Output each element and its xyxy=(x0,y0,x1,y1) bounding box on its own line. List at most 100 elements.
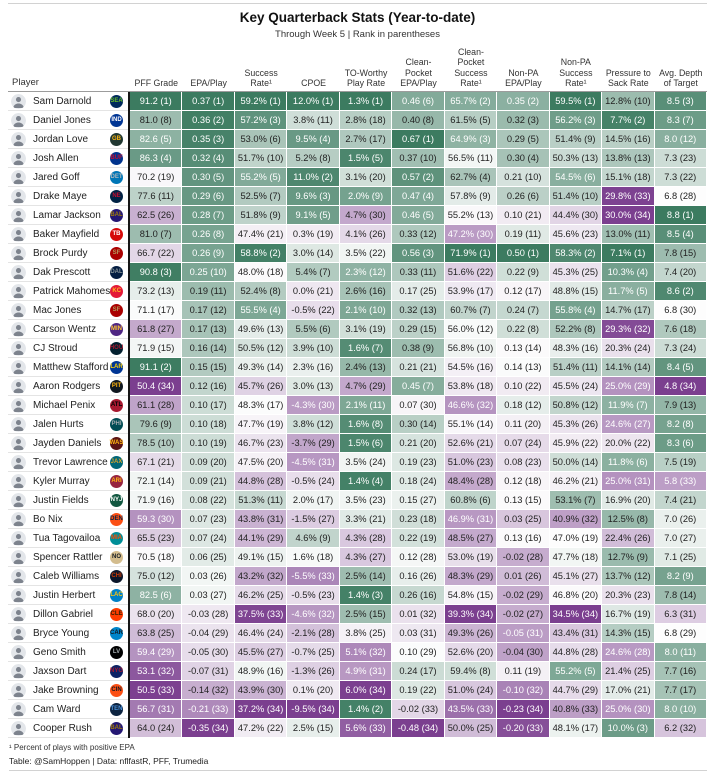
stat-cell: 0.30 (5) xyxy=(182,168,235,188)
stat-cell: 65.7% (2) xyxy=(444,92,498,112)
stat-cell: 49.1% (15) xyxy=(234,548,288,568)
stat-cell: 44.8% (28) xyxy=(549,643,603,663)
team-logo-icon: CIN xyxy=(110,683,123,697)
stat-cell: 0.07 (24) xyxy=(182,529,235,549)
table-row: Jake Browning CIN 50.5 (33) -0.14 (32) 43.9%… xyxy=(8,681,707,701)
player-name: Dillon Gabriel xyxy=(33,608,94,620)
player-name: Drake Maye xyxy=(33,190,87,202)
stat-cell: 64.0 (24) xyxy=(130,719,183,739)
stat-cell: -0.02 (33) xyxy=(392,700,445,720)
stat-cell: 55.1% (14) xyxy=(444,415,498,435)
stat-cell: 7.8 (15) xyxy=(654,244,707,264)
stat-cell: 14.7% (17) xyxy=(602,301,655,321)
player-cell: Geno Smith LV xyxy=(8,643,128,663)
player-cell: Patrick Mahomes KC xyxy=(8,282,128,302)
stat-cell: 46.8% (20) xyxy=(549,586,603,606)
table-row: Sam Darnold SEA 91.2 (1) 0.37 (1) 59.2% (1) 1… xyxy=(8,92,707,112)
stat-cells: 71.9 (16) 0.08 (22) 51.3% (11) 2.0% (17) 3.5… xyxy=(128,491,707,511)
stat-cell: 0.0% (21) xyxy=(287,282,340,302)
team-logo-icon: PIT xyxy=(110,379,123,393)
stat-cell: 5.2% (8) xyxy=(287,149,340,169)
stat-cell: -3.7% (29) xyxy=(287,434,340,454)
stat-cell: 0.09 (21) xyxy=(182,472,235,492)
stat-cell: 57.2% (3) xyxy=(234,111,288,131)
stat-cell: 7.7 (16) xyxy=(654,662,707,682)
stat-cell: 0.26 (8) xyxy=(182,225,235,245)
player-headshot-icon xyxy=(11,416,26,432)
stat-cell: 73.2 (13) xyxy=(130,282,183,302)
player-cell: Bo Nix DEN xyxy=(8,510,128,530)
stat-cell: 53.8% (18) xyxy=(444,377,498,397)
stat-cell: -0.35 (34) xyxy=(182,719,235,739)
stat-cell: -0.05 (30) xyxy=(182,643,235,663)
column-header: Clean-Pocket EPA/Play xyxy=(400,57,437,88)
stat-cell: 47.7% (19) xyxy=(234,415,288,435)
stat-cell: 67.1 (21) xyxy=(130,453,183,473)
stat-cell: 56.8% (10) xyxy=(444,339,498,359)
stat-cell: 61.8 (27) xyxy=(130,320,183,340)
stat-cell: 12.0% (1) xyxy=(287,92,340,112)
stat-cell: 51.3% (11) xyxy=(234,491,288,511)
stat-cell: 0.35 (3) xyxy=(182,130,235,150)
team-logo-icon: DEN xyxy=(110,512,123,526)
player-headshot-icon xyxy=(11,435,26,451)
stat-cell: 7.9 (13) xyxy=(654,396,707,416)
stat-cell: 0.08 (22) xyxy=(182,491,235,511)
table-row: Baker Mayfield TB 81.0 (7) 0.26 (8) 47.4% (2… xyxy=(8,225,707,245)
stat-cell: 53.0% (19) xyxy=(444,548,498,568)
table-row: Kyler Murray ARI 72.1 (14) 0.09 (21) 44.8% (… xyxy=(8,472,707,492)
stat-cell: 0.38 (9) xyxy=(392,339,445,359)
stat-cells: 82.6 (5) 0.35 (3) 53.0% (6) 9.5% (4) 2.7% (1… xyxy=(128,130,707,150)
stat-cell: 22.4% (26) xyxy=(602,529,655,549)
stat-cells: 59.3 (30) 0.07 (23) 43.8% (31) -1.5% (27) 3.… xyxy=(128,510,707,530)
stat-cell: 46.2% (25) xyxy=(234,586,288,606)
stat-cell: -0.14 (32) xyxy=(182,681,235,701)
stat-cell: 8.0 (10) xyxy=(654,700,707,720)
stat-cell: 91.2 (1) xyxy=(130,92,183,112)
stat-cell: 62.7% (4) xyxy=(444,168,498,188)
player-cell: Kyler Murray ARI xyxy=(8,472,128,492)
stat-cell: 0.12 (18) xyxy=(497,472,550,492)
stat-cells: 77.6 (11) 0.29 (6) 52.5% (7) 9.6% (3) 2.0% (… xyxy=(128,187,707,207)
stat-cell: 49.3% (14) xyxy=(234,358,288,378)
stat-cell: 10.0% (3) xyxy=(602,719,655,739)
stat-cell: 7.4 (21) xyxy=(654,491,707,511)
player-headshot-icon xyxy=(11,492,26,508)
stat-cell: 7.6 (18) xyxy=(654,320,707,340)
stat-cell: 61.5% (5) xyxy=(444,111,498,131)
stat-cell: 8.0 (11) xyxy=(654,643,707,663)
team-logo-icon: NO xyxy=(110,550,123,564)
stat-cell: 8.4 (5) xyxy=(654,358,707,378)
stat-cell: 44.1% (29) xyxy=(234,529,288,549)
stat-cell: 11.0% (2) xyxy=(287,168,340,188)
stat-cell: 8.8 (1) xyxy=(654,206,707,226)
player-headshot-icon xyxy=(11,701,26,717)
player-headshot-icon xyxy=(11,340,26,356)
stat-cell: -0.02 (27) xyxy=(497,605,550,625)
player-name: CJ Stroud xyxy=(33,342,78,354)
player-name: Geno Smith xyxy=(33,646,86,658)
source-credit-text: Table: @SamHoppen | Data: nflfastR, PFF,… xyxy=(9,756,209,767)
stat-cell: 37.2% (34) xyxy=(234,700,288,720)
stat-cell: 47.7% (18) xyxy=(549,548,603,568)
stat-cell: -0.5% (23) xyxy=(287,586,340,606)
player-name: Jaxson Dart xyxy=(33,665,87,677)
player-headshot-icon xyxy=(11,131,26,147)
stat-cell: 46.9% (31) xyxy=(444,510,498,530)
player-cell: Tua Tagovailoa MIA xyxy=(8,529,128,549)
stat-cell: 66.7 (22) xyxy=(130,244,183,264)
stat-cells: 91.1 (2) 0.15 (15) 49.3% (14) 2.3% (16) 2.4%… xyxy=(128,358,707,378)
stat-cell: 0.14 (13) xyxy=(497,358,550,378)
page-subtitle: Through Week 5 | Rank in parentheses xyxy=(275,28,440,40)
stat-cell: 5.6% (33) xyxy=(339,719,393,739)
stat-cell: 7.7% (2) xyxy=(602,111,655,131)
player-name: Justin Herbert xyxy=(33,589,96,601)
team-logo-icon: NYG xyxy=(110,664,123,678)
stat-cell: 5.4% (7) xyxy=(287,263,340,283)
table-row: Jared Goff DET 70.2 (19) 0.30 (5) 55.2% (5) 1… xyxy=(8,168,707,188)
stat-cell: 0.03 (25) xyxy=(497,510,550,530)
stat-cell: 11.7% (5) xyxy=(602,282,655,302)
stat-cell: 8.2 (8) xyxy=(654,415,707,435)
stat-cell: 65.5 (23) xyxy=(130,529,183,549)
stat-cell: 8.0 (12) xyxy=(654,130,707,150)
